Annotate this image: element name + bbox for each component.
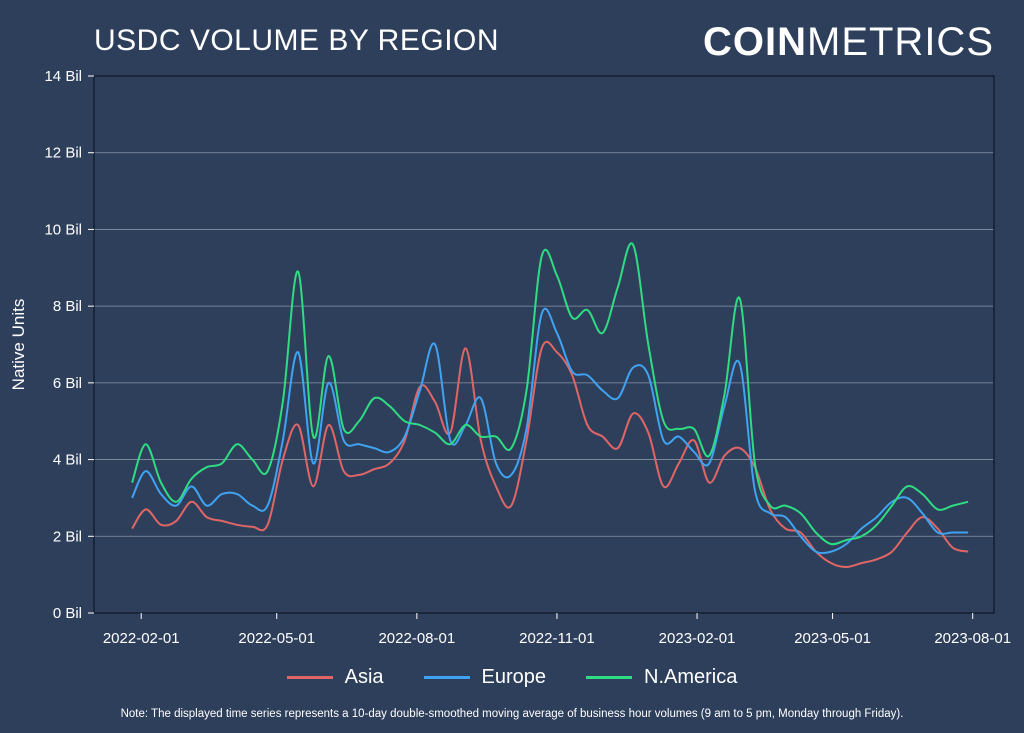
y-tick-label: 12 Bil (44, 145, 82, 162)
legend-item-europe: Europe (423, 666, 547, 689)
y-tick-label: 0 Bil (53, 605, 82, 622)
footnote: Note: The displayed time series represen… (120, 708, 904, 720)
legend-swatch-europe (423, 676, 470, 679)
y-tick-label: 4 Bil (53, 452, 82, 469)
brand-logo: COINMETRICS (703, 20, 994, 65)
plot-frame (93, 75, 995, 614)
y-tick-label: 14 Bil (44, 68, 82, 85)
y-axis-label: Native Units (9, 299, 28, 391)
x-tick-label: 2023-05-01 (794, 630, 871, 647)
x-tick-label: 2023-08-01 (934, 630, 1011, 647)
legend-item-asia: Asia (286, 666, 384, 689)
x-tick-label: 2022-08-01 (378, 630, 455, 647)
legend-label-asia: Asia (344, 666, 384, 688)
y-tick-label: 2 Bil (53, 528, 82, 545)
series-line-europe (131, 307, 969, 555)
y-tick-label: 8 Bil (53, 298, 82, 315)
x-tick-label: 2022-11-01 (519, 630, 595, 647)
x-tick-label: 2022-02-01 (103, 630, 180, 647)
chart-title: USDC VOLUME BY REGION (94, 24, 500, 57)
legend-label-n-america: N.America (644, 666, 738, 688)
legend-item-n-america: N.America (586, 666, 737, 689)
legend-swatch-asia (286, 676, 333, 679)
brand-logo-part1: COIN (703, 20, 807, 64)
legend: Asia Europe N.America (0, 666, 1024, 689)
y-tick-label: 10 Bil (44, 221, 82, 238)
y-tick-label: 6 Bil (53, 375, 82, 392)
series-line-n-america (131, 242, 969, 546)
legend-label-europe: Europe (481, 666, 547, 688)
x-tick-label: 2022-05-01 (238, 630, 315, 647)
brand-logo-part2: METRICS (807, 20, 994, 64)
legend-swatch-n-america (586, 676, 633, 679)
series-line-asia (131, 340, 969, 568)
x-tick-label: 2023-02-01 (659, 630, 736, 647)
